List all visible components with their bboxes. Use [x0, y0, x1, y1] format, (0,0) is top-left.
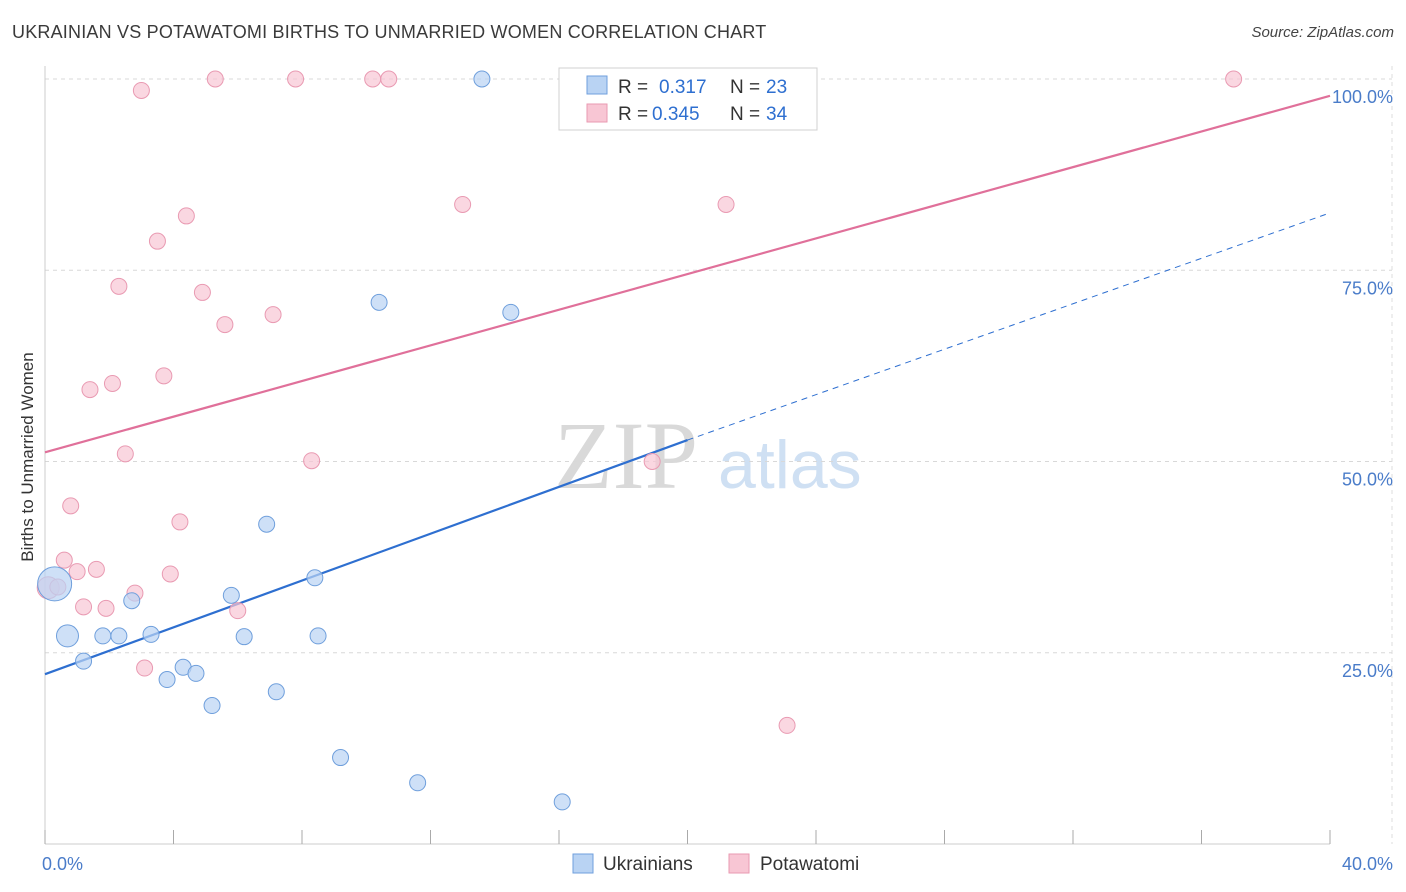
bottom-legend-label-potawatomi: Potawatomi [760, 854, 859, 875]
point-ukrainians-5 [123, 592, 141, 610]
point-potawatomi-19 [177, 207, 195, 225]
point-potawatomi-3 [62, 497, 80, 515]
point-ukrainians-21 [502, 303, 520, 321]
point-ukrainians-0 [37, 566, 73, 602]
y-tick-label-25: 25.0% [1342, 661, 1393, 681]
point-potawatomi-24 [264, 306, 282, 324]
legend-r-value-potawatomi: 0.345 [652, 104, 700, 125]
point-ukrainians-18 [370, 293, 388, 311]
bottom-legend-swatch-potawatomi [728, 853, 750, 874]
legend-n-label-ukrainians: N = [730, 77, 760, 98]
trend-line-potawatomi [44, 94, 1331, 454]
point-potawatomi-8 [97, 599, 115, 617]
point-potawatomi-10 [110, 277, 128, 295]
point-potawatomi-21 [206, 70, 224, 88]
point-potawatomi-28 [380, 70, 398, 88]
point-ukrainians-1 [55, 624, 79, 648]
point-potawatomi-11 [116, 445, 134, 463]
chart-source: Source: ZipAtlas.com [1251, 24, 1394, 41]
point-potawatomi-31 [717, 195, 735, 213]
legend-r-label-potawatomi: R = [618, 104, 648, 125]
point-potawatomi-7 [87, 560, 105, 578]
point-ukrainians-13 [258, 515, 276, 533]
watermark-zip: ZIP [554, 402, 698, 509]
bottom-legend-swatch-ukrainians [572, 853, 594, 874]
point-ukrainians-14 [267, 683, 285, 701]
watermark-atlas: atlas [718, 427, 862, 503]
legend-swatch-ukrainians [586, 75, 608, 95]
data-points [36, 70, 1243, 811]
y-axis-title: Births to Unmarried Women [18, 352, 37, 561]
x-tick-label-40: 40.0% [1342, 854, 1393, 874]
point-ukrainians-9 [187, 664, 205, 682]
point-ukrainians-6 [142, 625, 160, 643]
point-potawatomi-6 [81, 381, 99, 399]
legend-n-value-potawatomi: 34 [766, 104, 788, 125]
legend-n-label-potawatomi: N = [730, 104, 760, 125]
point-potawatomi-18 [171, 513, 189, 531]
point-ukrainians-3 [94, 627, 112, 645]
trend-lines [44, 94, 1331, 676]
point-ukrainians-10 [203, 697, 221, 715]
point-ukrainians-4 [110, 627, 128, 645]
point-potawatomi-23 [229, 602, 247, 620]
legend: R = 0.317 N = 23 R = 0.345 N = 34 [558, 67, 818, 131]
point-potawatomi-29 [454, 195, 472, 213]
point-potawatomi-32 [778, 716, 796, 734]
point-potawatomi-4 [68, 563, 86, 581]
tick-labels: 25.0% 50.0% 75.0% 100.0% 0.0% 40.0% [42, 87, 1393, 874]
grid-lines [45, 78, 1392, 654]
point-potawatomi-13 [132, 81, 150, 99]
legend-r-value-ukrainians: 0.317 [659, 77, 707, 98]
point-potawatomi-20 [193, 283, 211, 301]
chart-title: UKRAINIAN VS POTAWATOMI BIRTHS TO UNMARR… [12, 22, 767, 42]
point-potawatomi-33 [1225, 70, 1243, 88]
point-ukrainians-19 [409, 774, 427, 792]
point-potawatomi-27 [364, 70, 382, 88]
point-ukrainians-16 [309, 627, 327, 645]
point-ukrainians-17 [332, 749, 350, 767]
trend-line-ukrainians [44, 439, 688, 676]
point-potawatomi-15 [148, 232, 166, 250]
axes [44, 66, 1393, 845]
point-potawatomi-30 [643, 453, 661, 470]
trend-line-ukrainians-extension [687, 212, 1331, 441]
point-ukrainians-20 [473, 70, 491, 88]
point-potawatomi-14 [136, 659, 154, 677]
y-tick-label-75: 75.0% [1342, 278, 1393, 298]
point-potawatomi-5 [75, 598, 93, 616]
y-tick-label-50: 50.0% [1342, 470, 1393, 490]
point-ukrainians-15 [306, 569, 324, 587]
point-potawatomi-22 [216, 316, 234, 334]
point-potawatomi-25 [287, 70, 305, 88]
x-tick-label-0: 0.0% [42, 854, 83, 874]
point-ukrainians-7 [158, 671, 176, 689]
legend-r-label-ukrainians: R = [618, 77, 648, 98]
legend-n-value-ukrainians: 23 [766, 77, 787, 98]
legend-swatch-potawatomi [586, 103, 608, 123]
point-potawatomi-17 [161, 565, 179, 583]
point-ukrainians-2 [75, 652, 93, 670]
point-ukrainians-11 [222, 586, 240, 604]
point-ukrainians-12 [235, 628, 253, 646]
point-ukrainians-22 [553, 793, 571, 811]
point-potawatomi-16 [155, 367, 173, 385]
bottom-legend-label-ukrainians: Ukrainians [603, 854, 693, 875]
bottom-legend: Ukrainians Potawatomi [572, 853, 859, 875]
point-potawatomi-9 [103, 374, 121, 392]
point-potawatomi-26 [303, 452, 321, 470]
y-tick-label-100: 100.0% [1332, 87, 1393, 107]
point-potawatomi-2 [55, 551, 73, 569]
